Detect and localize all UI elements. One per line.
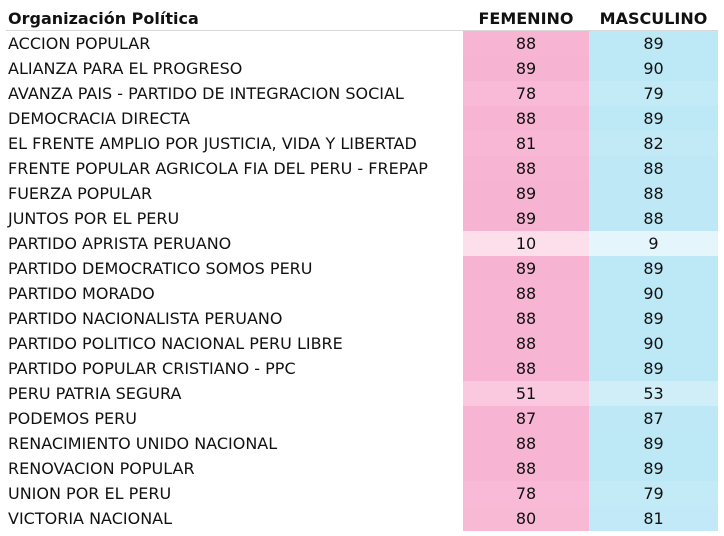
table-row: FUERZA POPULAR 89 88 <box>6 181 718 206</box>
table-row: ACCION POPULAR 88 89 <box>6 31 718 57</box>
masculino-value: 82 <box>589 131 718 156</box>
masculino-value: 88 <box>589 181 718 206</box>
table-row: PARTIDO MORADO 88 90 <box>6 281 718 306</box>
masculino-value: 81 <box>589 506 718 531</box>
table-row: PODEMOS PERU 87 87 <box>6 406 718 431</box>
party-name: EL FRENTE AMPLIO POR JUSTICIA, VIDA Y LI… <box>6 131 463 156</box>
table-row: PARTIDO NACIONALISTA PERUANO 88 89 <box>6 306 718 331</box>
masculino-value: 87 <box>589 406 718 431</box>
femenino-value: 88 <box>463 156 589 181</box>
table-row: FRENTE POPULAR AGRICOLA FIA DEL PERU - F… <box>6 156 718 181</box>
table-row: PARTIDO POPULAR CRISTIANO - PPC 88 89 <box>6 356 718 381</box>
femenino-value: 81 <box>463 131 589 156</box>
table-row: PARTIDO POLITICO NACIONAL PERU LIBRE 88 90 <box>6 331 718 356</box>
femenino-value: 88 <box>463 431 589 456</box>
party-name: RENACIMIENTO UNIDO NACIONAL <box>6 431 463 456</box>
masculino-value: 89 <box>589 456 718 481</box>
masculino-value: 90 <box>589 56 718 81</box>
table-row: PARTIDO DEMOCRATICO SOMOS PERU 89 89 <box>6 256 718 281</box>
table-row: JUNTOS POR EL PERU 89 88 <box>6 206 718 231</box>
table-row: VICTORIA NACIONAL 80 81 <box>6 506 718 531</box>
party-name: PODEMOS PERU <box>6 406 463 431</box>
party-name: PARTIDO NACIONALISTA PERUANO <box>6 306 463 331</box>
header-masculino[interactable]: MASCULINO <box>589 6 718 31</box>
masculino-value: 53 <box>589 381 718 406</box>
party-name: PARTIDO APRISTA PERUANO <box>6 231 463 256</box>
table-row: RENACIMIENTO UNIDO NACIONAL 88 89 <box>6 431 718 456</box>
party-name: AVANZA PAIS - PARTIDO DE INTEGRACION SOC… <box>6 81 463 106</box>
masculino-value: 89 <box>589 356 718 381</box>
masculino-value: 9 <box>589 231 718 256</box>
femenino-value: 87 <box>463 406 589 431</box>
data-table: Organización Política FEMENINO MASCULINO… <box>6 6 718 531</box>
femenino-value: 89 <box>463 56 589 81</box>
femenino-value: 88 <box>463 456 589 481</box>
table-row: DEMOCRACIA DIRECTA 88 89 <box>6 106 718 131</box>
table-row: RENOVACION POPULAR 88 89 <box>6 456 718 481</box>
party-name: RENOVACION POPULAR <box>6 456 463 481</box>
masculino-value: 79 <box>589 481 718 506</box>
header-femenino[interactable]: FEMENINO <box>463 6 589 31</box>
header-row: Organización Política FEMENINO MASCULINO <box>6 6 718 31</box>
femenino-value: 78 <box>463 481 589 506</box>
femenino-value: 51 <box>463 381 589 406</box>
party-name: ALIANZA PARA EL PROGRESO <box>6 56 463 81</box>
femenino-value: 88 <box>463 331 589 356</box>
masculino-value: 90 <box>589 331 718 356</box>
masculino-value: 79 <box>589 81 718 106</box>
party-name: PARTIDO MORADO <box>6 281 463 306</box>
party-name: ACCION POPULAR <box>6 31 463 57</box>
party-name: VICTORIA NACIONAL <box>6 506 463 531</box>
masculino-value: 90 <box>589 281 718 306</box>
table-row: PERU PATRIA SEGURA 51 53 <box>6 381 718 406</box>
party-name: PARTIDO POLITICO NACIONAL PERU LIBRE <box>6 331 463 356</box>
table-row: AVANZA PAIS - PARTIDO DE INTEGRACION SOC… <box>6 81 718 106</box>
femenino-value: 78 <box>463 81 589 106</box>
femenino-value: 80 <box>463 506 589 531</box>
masculino-value: 89 <box>589 431 718 456</box>
femenino-value: 88 <box>463 306 589 331</box>
table-row: ALIANZA PARA EL PROGRESO 89 90 <box>6 56 718 81</box>
party-name: PERU PATRIA SEGURA <box>6 381 463 406</box>
table-row: PARTIDO APRISTA PERUANO 10 9 <box>6 231 718 256</box>
femenino-value: 89 <box>463 206 589 231</box>
femenino-value: 89 <box>463 256 589 281</box>
masculino-value: 89 <box>589 106 718 131</box>
table-row: UNION POR EL PERU 78 79 <box>6 481 718 506</box>
table-row: EL FRENTE AMPLIO POR JUSTICIA, VIDA Y LI… <box>6 131 718 156</box>
header-party[interactable]: Organización Política <box>6 6 463 31</box>
party-name: FUERZA POPULAR <box>6 181 463 206</box>
party-name: FRENTE POPULAR AGRICOLA FIA DEL PERU - F… <box>6 156 463 181</box>
masculino-value: 89 <box>589 31 718 57</box>
femenino-value: 88 <box>463 281 589 306</box>
party-name: JUNTOS POR EL PERU <box>6 206 463 231</box>
femenino-value: 88 <box>463 356 589 381</box>
femenino-value: 88 <box>463 31 589 57</box>
masculino-value: 89 <box>589 306 718 331</box>
party-name: UNION POR EL PERU <box>6 481 463 506</box>
party-name: DEMOCRACIA DIRECTA <box>6 106 463 131</box>
femenino-value: 88 <box>463 106 589 131</box>
masculino-value: 88 <box>589 206 718 231</box>
party-name: PARTIDO POPULAR CRISTIANO - PPC <box>6 356 463 381</box>
masculino-value: 88 <box>589 156 718 181</box>
femenino-value: 10 <box>463 231 589 256</box>
table-body: ACCION POPULAR 88 89 ALIANZA PARA EL PROGRE… <box>6 31 718 532</box>
masculino-value: 89 <box>589 256 718 281</box>
femenino-value: 89 <box>463 181 589 206</box>
party-name: PARTIDO DEMOCRATICO SOMOS PERU <box>6 256 463 281</box>
